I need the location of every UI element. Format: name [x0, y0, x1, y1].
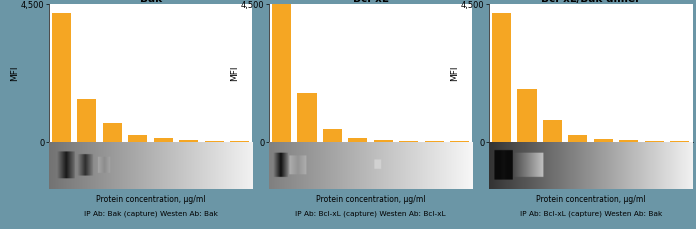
Y-axis label: MFI: MFI [230, 65, 239, 81]
Text: Protein concentration, μg/ml: Protein concentration, μg/ml [536, 194, 645, 203]
Bar [492, 14, 511, 142]
Bar [180, 140, 198, 142]
Text: Protein concentration, μg/ml: Protein concentration, μg/ml [316, 194, 425, 203]
Bar [230, 141, 249, 142]
Bar [77, 99, 97, 142]
Bar [297, 93, 317, 142]
Bar [619, 141, 638, 142]
Bar [128, 136, 148, 142]
Bar [569, 136, 587, 142]
Bar [52, 14, 71, 142]
Title: Bak: Bak [139, 0, 161, 4]
Bar [400, 141, 418, 142]
Bar [425, 141, 444, 142]
Title: Bcl-xL/Bak dimer: Bcl-xL/Bak dimer [541, 0, 640, 4]
Text: IP Ab: Bak (capture) Westen Ab: Bak: IP Ab: Bak (capture) Westen Ab: Bak [84, 209, 218, 216]
X-axis label: Lysate loading concentration, μg/ml: Lysate loading concentration, μg/ml [299, 156, 443, 165]
Bar [205, 141, 224, 142]
Bar [543, 121, 562, 142]
Bar [644, 141, 664, 142]
Text: Protein concentration, μg/ml: Protein concentration, μg/ml [96, 194, 205, 203]
Text: IP Ab: Bcl-xL (capture) Westen Ab: Bak: IP Ab: Bcl-xL (capture) Westen Ab: Bak [519, 209, 662, 216]
X-axis label: Lysate loading concentration, μg/ml: Lysate loading concentration, μg/ml [79, 156, 223, 165]
Bar [154, 139, 173, 142]
Bar [272, 5, 291, 142]
Text: IP Ab: Bcl-xL (capture) Westen Ab: Bcl-xL: IP Ab: Bcl-xL (capture) Westen Ab: Bcl-x… [295, 209, 446, 216]
X-axis label: Lysate loading concentration, μg/ml: Lysate loading concentration, μg/ml [519, 156, 663, 165]
Title: Bcl-xL: Bcl-xL [353, 0, 388, 4]
Bar [374, 140, 393, 142]
Bar [103, 124, 122, 142]
Y-axis label: MFI: MFI [450, 65, 459, 81]
Bar [670, 141, 689, 142]
Bar [323, 130, 342, 142]
Bar [348, 139, 367, 142]
Bar [594, 139, 613, 142]
Bar [517, 90, 537, 142]
Y-axis label: MFI: MFI [10, 65, 19, 81]
